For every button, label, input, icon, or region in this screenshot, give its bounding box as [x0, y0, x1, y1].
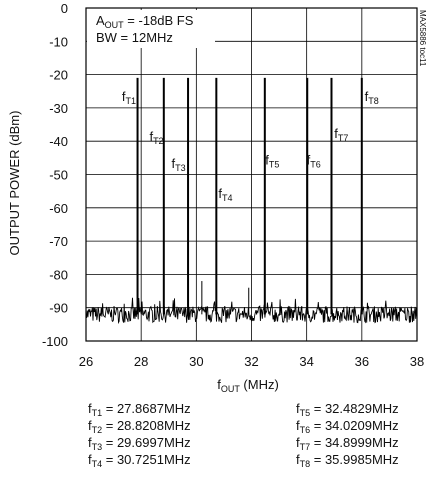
x-axis-label-tail: (MHz): [240, 377, 279, 392]
frequency-entry-t4: fT4 = 30.7251MHz: [88, 452, 191, 469]
tone-label-t7: fT7: [334, 126, 348, 143]
y-tick-label: -50: [49, 168, 68, 183]
y-tick-label: -90: [49, 301, 68, 316]
y-tick-label: -20: [49, 68, 68, 83]
frequency-entry-t6: fT6 = 34.0209MHz: [296, 418, 399, 435]
y-tick-labels: 0 -10 -20 -30 -40 -50 -60 -70 -80 -90 -100: [42, 1, 68, 349]
x-tick-label: 32: [244, 354, 258, 369]
tone-label-t4: fT4: [218, 186, 232, 203]
x-tick-label: 34: [299, 354, 313, 369]
y-tick-label: -100: [42, 334, 68, 349]
frequency-entry-t2: fT2 = 28.8208MHz: [88, 418, 191, 435]
y-tick-label: -30: [49, 101, 68, 116]
y-tick-label: 0: [61, 1, 68, 16]
plot-frame: [85, 7, 418, 342]
x-tick-label: 26: [79, 354, 93, 369]
tone-label-t8: fT8: [365, 89, 379, 106]
x-axis-label: fOUT (MHz): [217, 377, 279, 394]
tone-label-t3: fT3: [172, 156, 186, 173]
x-tick-labels: 26 28 30 32 34 36 38: [79, 354, 424, 369]
tone-label-t6: fT6: [307, 153, 321, 170]
grid-lines: [85, 7, 418, 342]
x-tick-label: 30: [189, 354, 203, 369]
x-axis-label-main: f: [217, 377, 221, 392]
frequency-entry-t7: fT7 = 34.8999MHz: [296, 435, 399, 452]
tone-label-t2: fT2: [149, 129, 163, 146]
y-tick-label: -70: [49, 234, 68, 249]
x-tick-label: 38: [410, 354, 424, 369]
annotation-aout-sub: OUT: [105, 20, 125, 30]
annotation-aout-pre: A: [96, 13, 105, 28]
x-axis-label-sub: OUT: [221, 384, 241, 394]
annotation-background: [87, 10, 215, 48]
y-tick-label: -40: [49, 134, 68, 149]
annotation-aout-post: = -18dB FS: [124, 13, 194, 28]
x-tick-label: 36: [355, 354, 369, 369]
y-tick-label: -10: [49, 34, 68, 49]
annotation: AOUT = -18dB FS BW = 12MHz: [96, 13, 194, 45]
annotation-line-2: BW = 12MHz: [96, 30, 173, 45]
tone-labels: fT1 fT2 fT3 fT4 fT5 fT6 fT7 fT8: [122, 89, 379, 203]
tone-label-t1: fT1: [122, 89, 136, 106]
frequency-entry-t8: fT8 = 35.9985MHz: [296, 452, 399, 469]
x-tick-label: 28: [134, 354, 148, 369]
y-tick-label: -60: [49, 201, 68, 216]
frequency-entry-t1: fT1 = 27.8687MHz: [88, 401, 191, 418]
frequency-entry-t5: fT5 = 32.4829MHz: [296, 401, 399, 418]
y-tick-label: -80: [49, 267, 68, 282]
annotation-line-1: AOUT = -18dB FS: [96, 13, 194, 30]
tone-label-t5: fT5: [265, 153, 279, 170]
y-axis-label: OUTPUT POWER (dBm): [7, 111, 22, 256]
tone-lines-layer: [136, 77, 363, 315]
frequency-entry-t3: fT3 = 29.6997MHz: [88, 435, 191, 452]
figure-id: MAX5886 toc11: [418, 10, 426, 67]
